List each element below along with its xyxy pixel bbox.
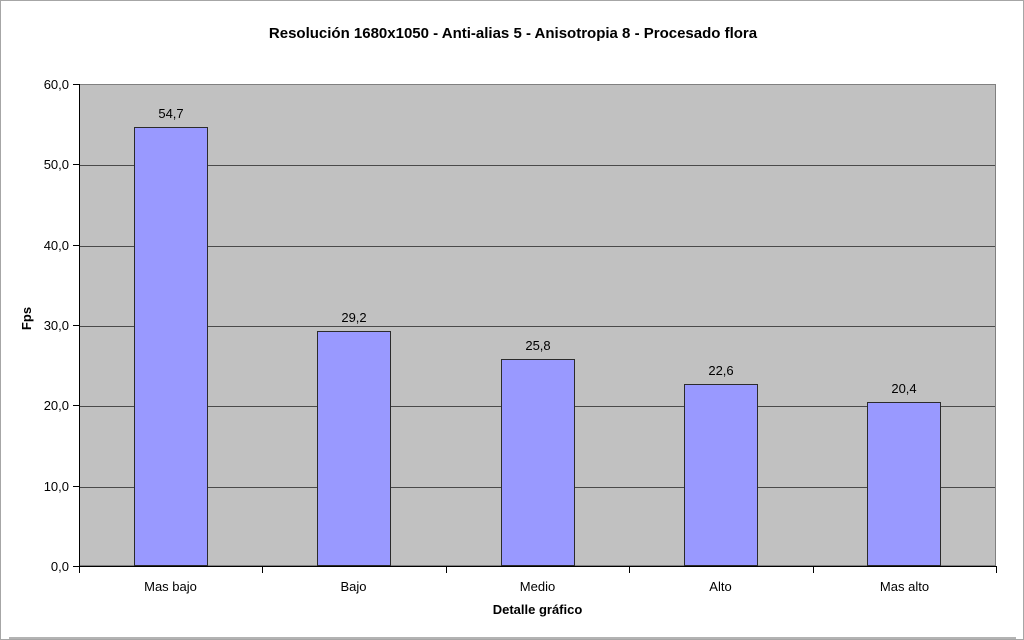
bar-value-label: 25,8 [525, 338, 551, 353]
y-tick-mark [73, 486, 79, 487]
category-label: Medio [519, 579, 556, 594]
x-tick-mark [446, 567, 447, 573]
x-tick-mark [79, 567, 80, 573]
category-label: Alto [709, 579, 732, 594]
y-tick-mark [73, 325, 79, 326]
y-tick-label: 0,0 [50, 559, 69, 574]
x-tick-mark [262, 567, 263, 573]
bar-value-label: 20,4 [891, 381, 917, 396]
y-gridline [80, 165, 995, 167]
category-label: Bajo [340, 579, 367, 594]
bar-value-label: 54,7 [158, 106, 184, 121]
bar-value-label: 29,2 [341, 310, 367, 325]
x-tick-mark [996, 567, 997, 573]
y-tick-label: 40,0 [43, 238, 69, 253]
category-label: Mas bajo [144, 579, 197, 594]
y-tick-mark [73, 405, 79, 406]
y-gridline [80, 245, 995, 247]
y-tick-mark [73, 566, 79, 567]
chart-title: Resolución 1680x1050 - Anti-alias 5 - An… [268, 25, 758, 42]
x-tick-mark [629, 567, 630, 573]
bar-value-label: 22,6 [708, 363, 734, 378]
bar-medio [501, 359, 575, 566]
bar-mas-bajo [134, 127, 208, 566]
y-tick-mark [73, 84, 79, 85]
y-axis-line [79, 84, 80, 567]
y-gridline [80, 326, 995, 327]
y-tick-mark [73, 245, 79, 246]
cropped-edge-strip [9, 637, 1016, 639]
x-axis-line [79, 566, 997, 567]
y-tick-label: 20,0 [43, 398, 69, 413]
y-tick-label: 50,0 [43, 157, 69, 172]
x-tick-mark [813, 567, 814, 573]
bar-bajo [317, 331, 391, 566]
y-tick-label: 60,0 [43, 77, 69, 92]
y-tick-label: 10,0 [43, 479, 69, 494]
x-axis-title: Detalle gráfico [492, 602, 583, 617]
bar-alto [684, 384, 758, 566]
y-tick-label: 30,0 [43, 318, 69, 333]
bar-mas-alto [867, 402, 941, 566]
y-tick-mark [73, 164, 79, 165]
category-label: Mas alto [879, 579, 930, 594]
